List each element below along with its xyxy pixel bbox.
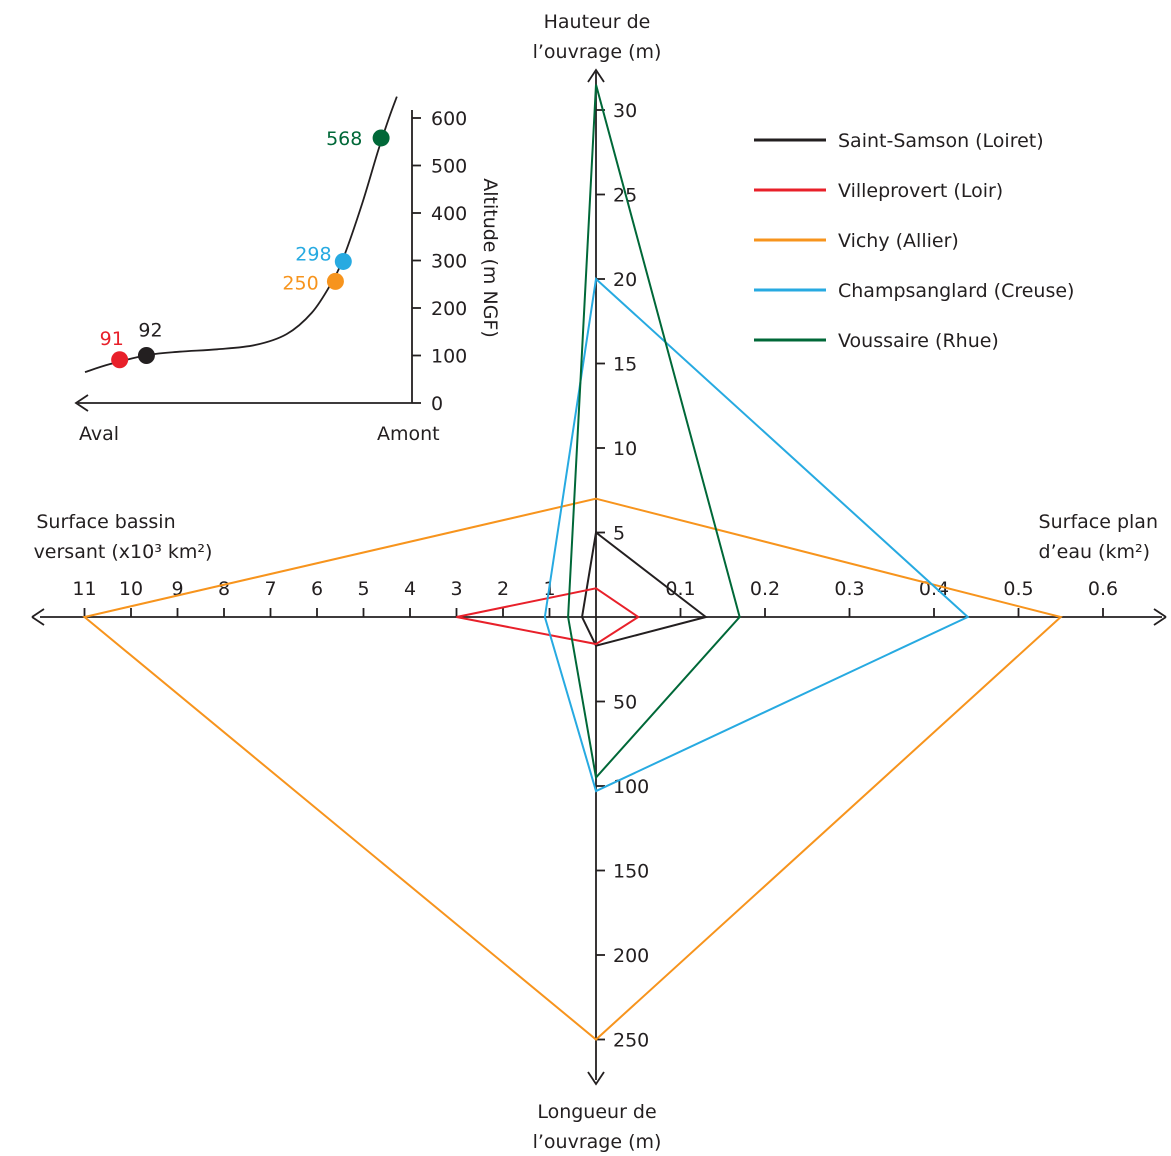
left-tick-label: 10 xyxy=(119,578,143,600)
inset-y-tick-label: 600 xyxy=(431,108,467,130)
inset-point xyxy=(326,272,344,290)
top-tick-label: 10 xyxy=(613,438,637,460)
inset-point-label: 298 xyxy=(295,243,331,265)
top-tick-label: 30 xyxy=(613,100,637,122)
left-axis-title-line2: versant (x10³ km²) xyxy=(34,541,213,563)
left-tick-label: 4 xyxy=(404,578,416,600)
bottom-tick-label: 150 xyxy=(613,861,649,883)
legend-label: Voussaire (Rhue) xyxy=(838,330,999,352)
inset-y-tick-label: 300 xyxy=(431,251,467,273)
legend-label: Saint-Samson (Loiret) xyxy=(838,130,1044,152)
right-axis-title-line1: Surface plan xyxy=(1039,511,1158,533)
inset-axes xyxy=(74,110,413,412)
inset-point xyxy=(111,351,129,369)
left-tick-label: 11 xyxy=(72,578,96,600)
bottom-tick-label: 100 xyxy=(613,776,649,798)
legend-label: Villeprovert (Loir) xyxy=(838,180,1003,202)
top-tick-label: 5 xyxy=(613,523,625,545)
inset-point-label: 568 xyxy=(326,128,362,150)
legend-label: Champsanglard (Creuse) xyxy=(838,280,1074,302)
left-tick-label: 5 xyxy=(357,578,369,600)
left-tick-label: 3 xyxy=(450,578,462,600)
bottom-tick-label: 200 xyxy=(613,945,649,967)
left-tick-label: 6 xyxy=(311,578,323,600)
right-axis-title-line2: d’eau (km²) xyxy=(1039,541,1150,563)
right-tick-label: 0.1 xyxy=(665,578,695,600)
right-arrowhead xyxy=(1153,608,1167,618)
bottom-arrowhead xyxy=(587,1071,605,1086)
inset-y-axis-title: Altitude (m NGF) xyxy=(479,178,501,338)
radar-series-polygon xyxy=(82,497,1063,1041)
inset-y-tick-label: 100 xyxy=(431,346,467,368)
top-arrowhead xyxy=(587,68,605,83)
left-arrowhead xyxy=(31,608,45,618)
top-tick-label: 20 xyxy=(613,269,637,291)
top-axis-title-line2: l’ouvrage (m) xyxy=(533,41,662,63)
right-tick-label: 0.5 xyxy=(1003,578,1033,600)
legend: Saint-Samson (Loiret) Villeprovert (Loir)… xyxy=(754,130,1074,352)
inset-point xyxy=(137,347,155,364)
inset-points: 91 92 250 298 568 xyxy=(100,128,390,369)
left-tick-label: 7 xyxy=(264,578,276,600)
top-tick-label: 15 xyxy=(613,354,637,376)
bottom-tick-label: 250 xyxy=(613,1030,649,1052)
inset-point xyxy=(334,252,352,270)
inset-x-left-label: Aval xyxy=(79,423,119,445)
bottom-axis-title-line2: l’ouvrage (m) xyxy=(533,1131,662,1153)
inset-y-tick-label: 500 xyxy=(431,156,467,178)
inset-x-right-label: Amont xyxy=(377,423,440,445)
bottom-tick-label: 50 xyxy=(613,692,637,714)
legend-label: Vichy (Allier) xyxy=(838,230,959,252)
radar-series xyxy=(82,84,1063,1041)
inset-ticks: 0 100 200 300 400 500 600 xyxy=(412,108,467,415)
radar-axes xyxy=(31,68,1167,1086)
left-tick-label: 2 xyxy=(497,578,509,600)
left-arrowhead-2 xyxy=(31,616,45,626)
inset-y-tick-label: 0 xyxy=(431,393,443,415)
inset-point xyxy=(372,129,390,147)
bottom-axis-title-line1: Longueur de xyxy=(537,1101,656,1123)
radar-series-polygon xyxy=(456,587,641,646)
left-axis-title-line1: Surface bassin xyxy=(36,511,175,533)
inset-y-tick-label: 400 xyxy=(431,203,467,225)
radar-series-polygon xyxy=(543,277,970,793)
inset-y-tick-label: 200 xyxy=(431,298,467,320)
left-tick-label: 8 xyxy=(218,578,230,600)
inset-point-label: 91 xyxy=(100,328,124,350)
radar-series-polygon xyxy=(567,84,741,780)
inset-point-label: 250 xyxy=(282,272,318,294)
top-axis-title-line1: Hauteur de xyxy=(544,11,651,33)
radar-series-polygon xyxy=(581,530,709,647)
right-tick-label: 0.3 xyxy=(834,578,864,600)
right-arrowhead-2 xyxy=(1153,616,1167,626)
right-tick-label: 0.6 xyxy=(1088,578,1118,600)
inset-point-label: 92 xyxy=(138,320,162,342)
inset-x-arrowhead xyxy=(74,394,89,412)
right-tick-label: 0.2 xyxy=(750,578,780,600)
